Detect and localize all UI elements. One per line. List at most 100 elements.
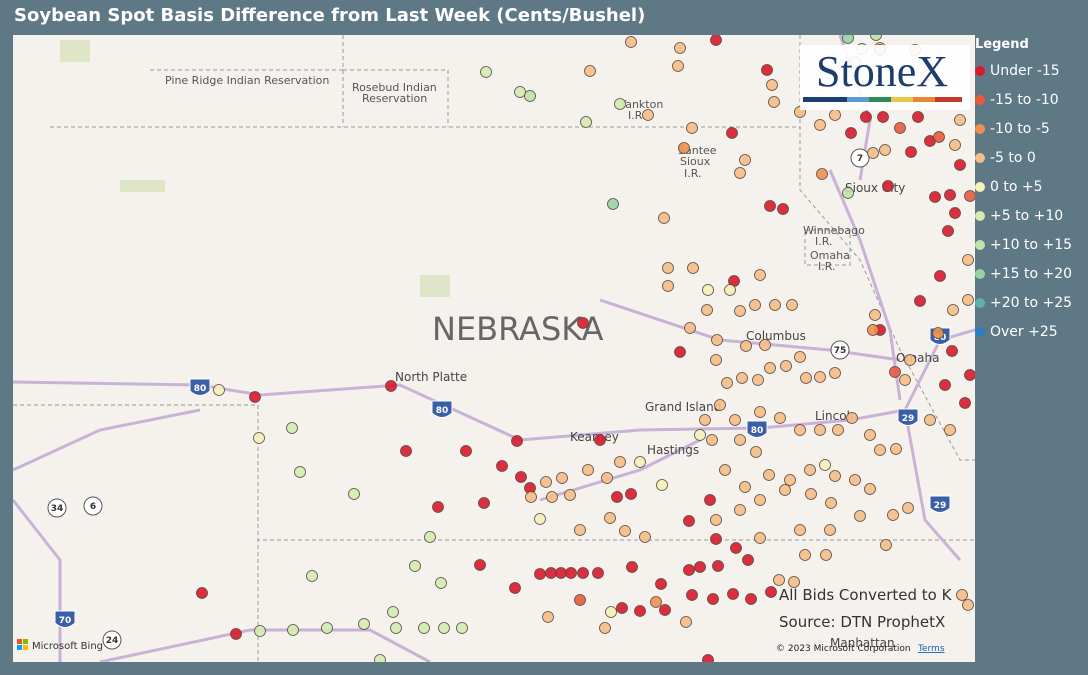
- shield-label: 75: [834, 346, 847, 356]
- bid-dot: [712, 560, 724, 572]
- shield-shape: [850, 148, 870, 168]
- bid-dot: [524, 90, 536, 102]
- bid-dot: [754, 494, 766, 506]
- shield-shape: [54, 610, 76, 628]
- bid-dot: [766, 79, 778, 91]
- bid-dot: [656, 479, 668, 491]
- bid-dot: [196, 587, 208, 599]
- shield-label: 70: [59, 616, 72, 626]
- legend-item[interactable]: +5 to +10: [975, 201, 1085, 230]
- legend-label: -15 to -10: [990, 91, 1059, 108]
- legend-item[interactable]: -5 to 0: [975, 143, 1085, 172]
- bid-dot: [794, 424, 806, 436]
- copyright: © 2023 Microsoft Corporation: [776, 644, 911, 654]
- bid-dot: [686, 122, 698, 134]
- bid-dot: [825, 497, 837, 509]
- bid-dot: [580, 116, 592, 128]
- bid-dot: [962, 294, 974, 306]
- legend-item[interactable]: Over +25: [975, 317, 1085, 346]
- bid-dot: [874, 444, 886, 456]
- bid-dot: [964, 190, 975, 202]
- bid-dot: [564, 489, 576, 501]
- bid-dot: [740, 340, 752, 352]
- bid-dot: [829, 109, 841, 121]
- bid-dot: [556, 472, 568, 484]
- bid-dot: [525, 491, 537, 503]
- shield-label: 6: [90, 502, 96, 512]
- title: Soybean Spot Basis Difference from Last …: [14, 5, 646, 26]
- bid-dot: [929, 191, 941, 203]
- map-label: Yankton: [619, 98, 663, 111]
- legend-item[interactable]: Under -15: [975, 56, 1085, 85]
- bid-dot: [582, 464, 594, 476]
- bid-dot: [432, 501, 444, 513]
- bid-dot: [534, 568, 546, 580]
- bid-dot: [959, 397, 971, 409]
- bid-dot: [769, 299, 781, 311]
- bid-dot: [805, 488, 817, 500]
- legend-item[interactable]: +10 to +15: [975, 230, 1085, 259]
- bid-dot: [534, 513, 546, 525]
- bid-dot: [864, 429, 876, 441]
- bid-dot: [515, 471, 527, 483]
- bid-dot: [754, 406, 766, 418]
- bing-text: Microsoft Bing: [32, 641, 103, 652]
- bid-dot: [601, 472, 613, 484]
- bid-dot: [294, 466, 306, 478]
- bid-dot: [680, 616, 692, 628]
- legend-label: Over +25: [990, 323, 1058, 340]
- legend-swatch: [975, 181, 985, 192]
- bid-dot: [710, 514, 722, 526]
- legend-item[interactable]: +20 to +25: [975, 288, 1085, 317]
- bid-dot: [742, 554, 754, 566]
- bid-dot: [639, 531, 651, 543]
- bid-dot: [854, 510, 866, 522]
- bid-dot: [761, 64, 773, 76]
- bid-dot: [845, 127, 857, 139]
- legend-item[interactable]: -15 to -10: [975, 85, 1085, 114]
- bid-dot: [734, 434, 746, 446]
- bid-dot: [870, 35, 882, 41]
- bid-dot: [954, 114, 966, 126]
- bid-dot: [714, 399, 726, 411]
- bid-dot: [706, 434, 718, 446]
- legend-item[interactable]: 0 to +5: [975, 172, 1085, 201]
- map-label: Sioux City: [845, 181, 905, 195]
- bid-dot: [882, 180, 894, 192]
- legend-swatch: [975, 239, 985, 250]
- legend-item[interactable]: -10 to -5: [975, 114, 1085, 143]
- bid-dot: [701, 304, 713, 316]
- map-label: North Platte: [395, 370, 467, 384]
- bid-dot: [287, 624, 299, 636]
- bid-dot: [946, 345, 958, 357]
- bid-dot: [704, 494, 716, 506]
- bid-dot: [687, 262, 699, 274]
- bid-dot: [824, 524, 836, 536]
- legend-item[interactable]: +15 to +20: [975, 259, 1085, 288]
- bid-dot: [942, 225, 954, 237]
- bid-dot: [879, 144, 891, 156]
- bid-dot: [577, 317, 589, 329]
- logo-text: StoneX: [816, 47, 948, 96]
- legend-swatch: [975, 152, 985, 163]
- bid-dot: [889, 366, 901, 378]
- map-label: Rosebud Indian: [352, 81, 437, 94]
- map-label: I.R.: [818, 260, 836, 273]
- road-shield: 6: [83, 496, 103, 516]
- bid-dot: [592, 567, 604, 579]
- bid-dot: [424, 531, 436, 543]
- bid-dot: [626, 561, 638, 573]
- bid-dot: [584, 65, 596, 77]
- shield-shape: [102, 630, 122, 650]
- bid-dot: [542, 611, 554, 623]
- terms-link[interactable]: Terms: [917, 644, 945, 654]
- bid-dot: [765, 586, 777, 598]
- shield-label: 80: [436, 406, 449, 416]
- road-shield: 80: [189, 378, 211, 396]
- bid-dot: [321, 622, 333, 634]
- legend-swatch: [975, 297, 985, 308]
- bid-dot: [832, 424, 844, 436]
- bid-dot: [730, 542, 742, 554]
- bid-dot: [752, 374, 764, 386]
- bid-dot: [727, 588, 739, 600]
